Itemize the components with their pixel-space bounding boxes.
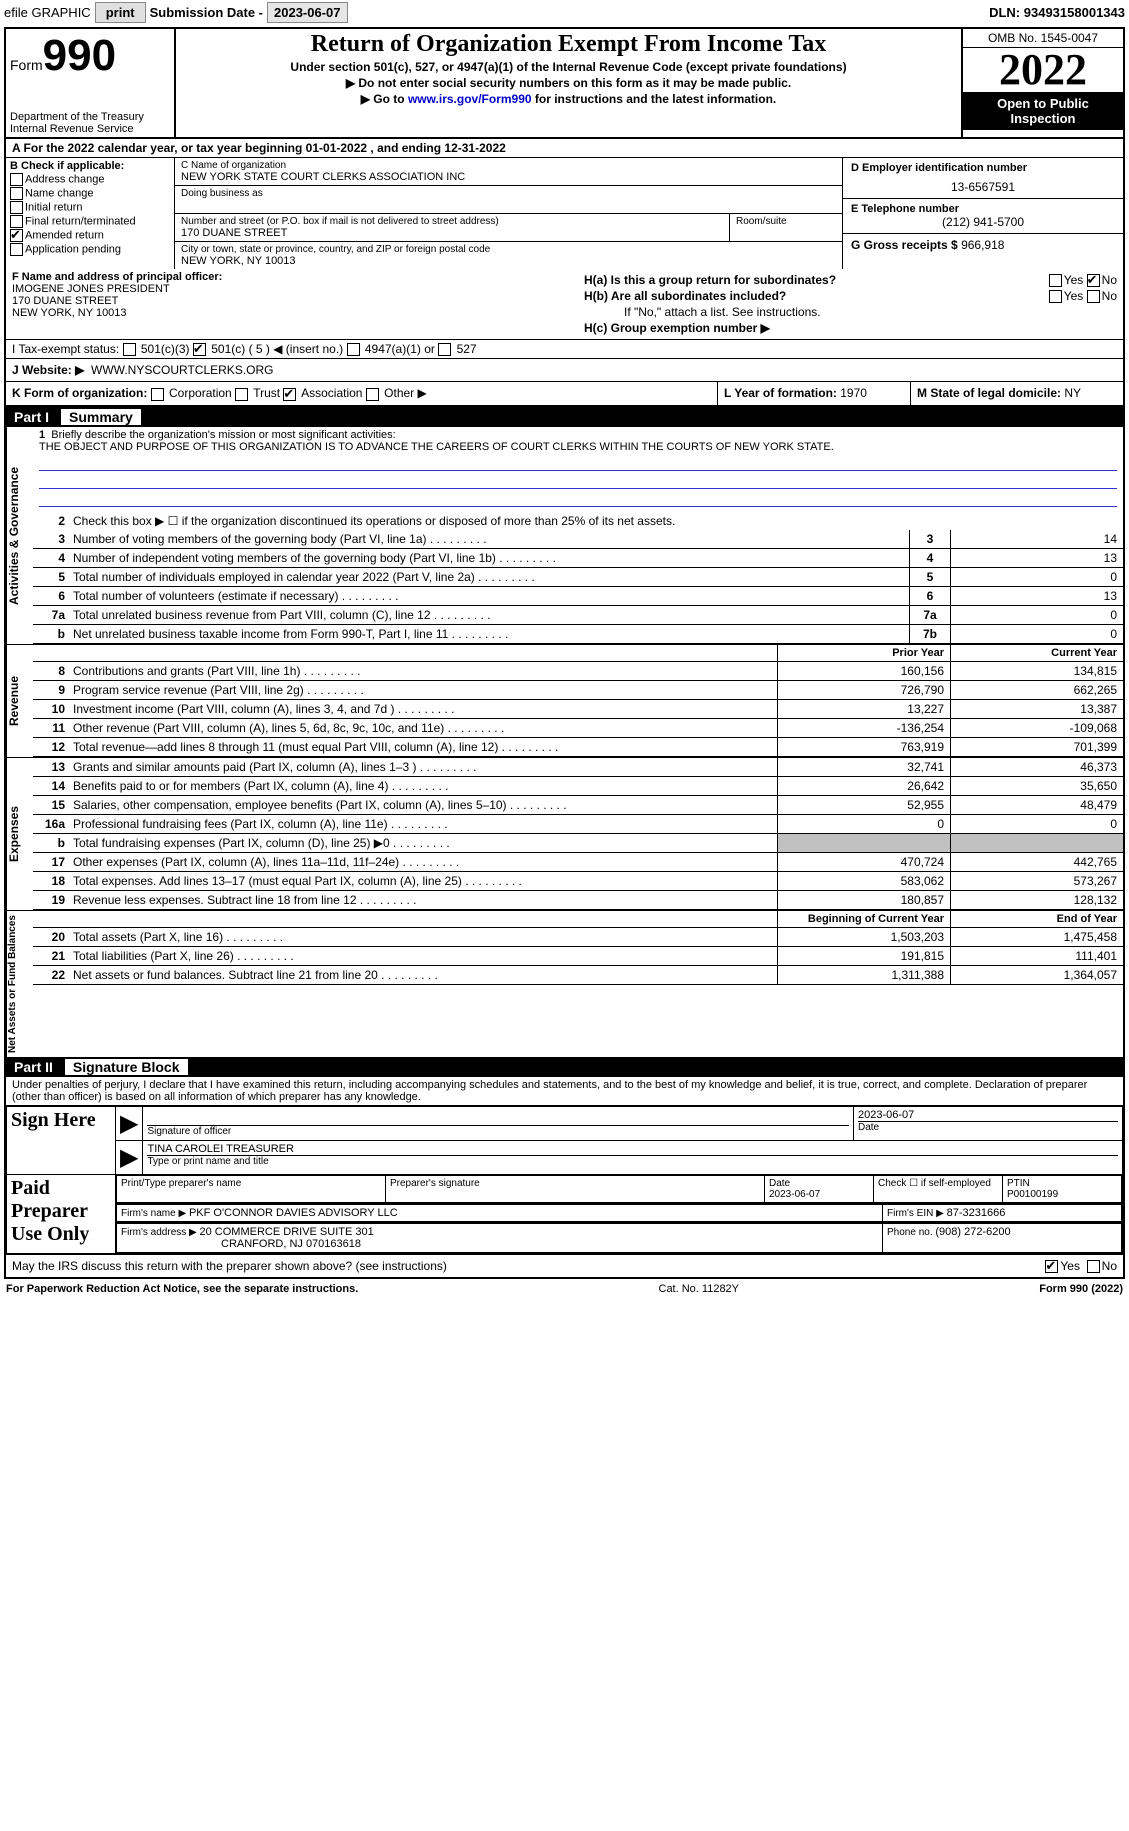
summary-line: 8Contributions and grants (Part VIII, li… [33, 662, 1123, 681]
footer: For Paperwork Reduction Act Notice, see … [0, 1281, 1129, 1297]
hb-yes[interactable] [1049, 290, 1062, 303]
sub1: Under section 501(c), 527, or 4947(a)(1)… [180, 60, 957, 74]
i-3[interactable] [347, 343, 360, 356]
summary-line: 17Other expenses (Part IX, column (A), l… [33, 853, 1123, 872]
form-word: Form [10, 57, 43, 73]
summary-line: 12Total revenue—add lines 8 through 11 (… [33, 738, 1123, 757]
gross: 966,918 [961, 238, 1004, 252]
row-i: I Tax-exempt status: 501(c)(3) 501(c) ( … [6, 340, 578, 358]
summary-line: 22Net assets or fund balances. Subtract … [33, 966, 1123, 985]
open-public: Open to Public Inspection [963, 92, 1123, 130]
vlabel-rev: Revenue [6, 645, 33, 757]
form-number: 990 [43, 31, 116, 80]
summary-line: 4Number of independent voting members of… [33, 549, 1123, 568]
row-k: K Form of organization: Corporation Trus… [6, 382, 717, 404]
vlabel-exp: Expenses [6, 758, 33, 910]
col-b: B Check if applicable: Address change Na… [6, 158, 175, 269]
col-f: F Name and address of principal officer:… [6, 269, 578, 339]
vlabel-na: Net Assets or Fund Balances [6, 911, 33, 1057]
sub2: ▶ Do not enter social security numbers o… [180, 76, 957, 90]
summary-line: 14Benefits paid to or for members (Part … [33, 777, 1123, 796]
summary-line: 15Salaries, other compensation, employee… [33, 796, 1123, 815]
subdate-label: Submission Date - [150, 5, 263, 20]
org-name: NEW YORK STATE COURT CLERKS ASSOCIATION … [181, 171, 836, 183]
efile-label: efile GRAPHIC [4, 5, 91, 20]
check-pending[interactable] [10, 243, 23, 256]
form-title: Return of Organization Exempt From Incom… [180, 31, 957, 58]
form-container: Form990 Department of the Treasury Inter… [4, 27, 1125, 1279]
col-c: C Name of organization NEW YORK STATE CO… [175, 158, 842, 269]
ein: 13-6567591 [851, 180, 1115, 194]
summary-line: 20Total assets (Part X, line 16)1,503,20… [33, 928, 1123, 947]
part2-header: Part II Signature Block [6, 1057, 1123, 1077]
k-other[interactable] [366, 388, 379, 401]
i-1[interactable] [123, 343, 136, 356]
summary-line: 13Grants and similar amounts paid (Part … [33, 758, 1123, 777]
irs-link[interactable]: www.irs.gov/Form990 [408, 92, 532, 106]
website: WWW.NYSCOURTCLERKS.ORG [91, 363, 273, 377]
summary-line: 19Revenue less expenses. Subtract line 1… [33, 891, 1123, 910]
summary-line: 3Number of voting members of the governi… [33, 530, 1123, 549]
check-amended[interactable] [10, 229, 23, 242]
ha-yes[interactable] [1049, 274, 1062, 287]
discuss-no[interactable] [1087, 1260, 1100, 1273]
check-initial[interactable] [10, 201, 23, 214]
k-corp[interactable] [151, 388, 164, 401]
dept: Department of the Treasury Internal Reve… [10, 111, 170, 135]
k-trust[interactable] [235, 388, 248, 401]
sign-here: Sign Here [7, 1106, 116, 1174]
summary-line: 5Total number of individuals employed in… [33, 568, 1123, 587]
col-h: H(a) Is this a group return for subordin… [578, 269, 1123, 339]
dln: DLN: 93493158001343 [989, 5, 1125, 20]
check-name[interactable] [10, 187, 23, 200]
i-2[interactable] [193, 343, 206, 356]
hb-no[interactable] [1087, 290, 1100, 303]
tax-year: 2022 [963, 48, 1123, 92]
summary-line: 16aProfessional fundraising fees (Part I… [33, 815, 1123, 834]
paid-preparer: Paid Preparer Use Only [7, 1174, 116, 1253]
city: NEW YORK, NY 10013 [181, 255, 836, 267]
summary-line: 21Total liabilities (Part X, line 26)191… [33, 947, 1123, 966]
summary-line: 10Investment income (Part VIII, column (… [33, 700, 1123, 719]
part1-header: Part I Summary [6, 407, 1123, 427]
penalty: Under penalties of perjury, I declare th… [6, 1077, 1123, 1106]
col-d: D Employer identification number 13-6567… [842, 158, 1123, 269]
ha-no[interactable] [1087, 274, 1100, 287]
street: 170 DUANE STREET [181, 227, 723, 239]
subdate-value: 2023-06-07 [267, 2, 348, 23]
discuss-yes[interactable] [1045, 1260, 1058, 1273]
summary-line: 9Program service revenue (Part VIII, lin… [33, 681, 1123, 700]
summary-line: 11Other revenue (Part VIII, column (A), … [33, 719, 1123, 738]
check-address[interactable] [10, 173, 23, 186]
row-j: J Website: ▶ WWW.NYSCOURTCLERKS.ORG [6, 359, 1123, 381]
summary-line: bTotal fundraising expenses (Part IX, co… [33, 834, 1123, 853]
officer: TINA CAROLEI TREASURER [147, 1143, 1118, 1156]
vlabel-ag: Activities & Governance [6, 427, 33, 644]
mission: THE OBJECT AND PURPOSE OF THIS ORGANIZAT… [39, 441, 834, 453]
summary-line: 18Total expenses. Add lines 13–17 (must … [33, 872, 1123, 891]
print-button[interactable]: print [95, 2, 146, 23]
row-a: A For the 2022 calendar year, or tax yea… [6, 139, 1123, 158]
sub3: ▶ Go to www.irs.gov/Form990 for instruct… [180, 92, 957, 106]
i-4[interactable] [438, 343, 451, 356]
phone: (212) 941-5700 [851, 215, 1115, 229]
summary-line: bNet unrelated business taxable income f… [33, 625, 1123, 644]
summary-line: 7aTotal unrelated business revenue from … [33, 606, 1123, 625]
summary-line: 6Total number of volunteers (estimate if… [33, 587, 1123, 606]
k-assoc[interactable] [283, 388, 296, 401]
top-bar: efile GRAPHIC print Submission Date - 20… [0, 0, 1129, 25]
